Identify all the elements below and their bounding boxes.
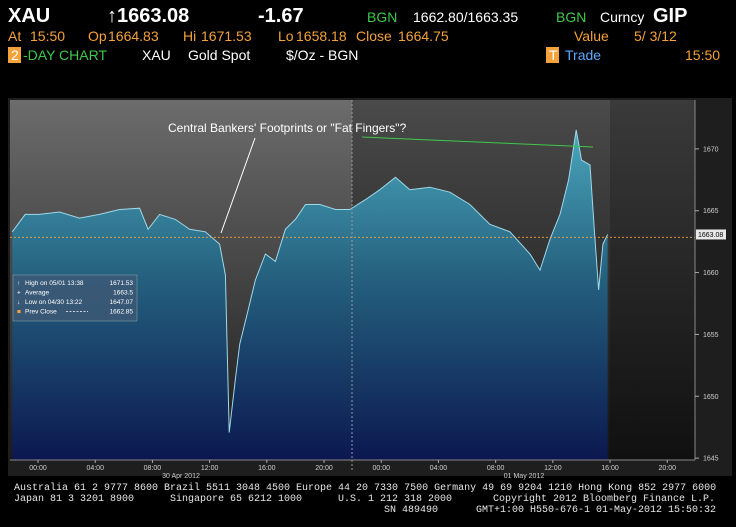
header: XAU ↑1663.08 -1.67 BGN 1662.80/1663.35 B… — [8, 5, 720, 63]
security-name: Gold Spot — [188, 47, 250, 63]
x-tick-label: 08:00 — [144, 465, 162, 472]
trade-key-label[interactable]: T — [549, 47, 558, 63]
bid-ask: 1662.80/1663.35 — [413, 9, 518, 25]
value: 1671.53 — [201, 28, 252, 44]
footer-text: Copyright 2012 Bloomberg Finance L.P. — [493, 493, 715, 505]
label: At — [8, 28, 21, 44]
x-tick-label: 04:00 — [430, 465, 448, 472]
market-sector: Curncy — [600, 9, 644, 25]
x-tick-label: 20:00 — [658, 465, 676, 472]
value: 1664.83 — [108, 28, 159, 44]
legend-label: Low on 04/30 13:22 — [25, 299, 82, 306]
footer-text: U.S. 1 212 318 2000 — [338, 494, 452, 505]
footer-text: GMT+1:00 H550-676-1 01-May-2012 15:50:32 — [476, 505, 716, 516]
legend-symbol: ↑ — [17, 280, 20, 287]
legend-label: Prev Close — [25, 309, 57, 316]
last-price-tag — [696, 229, 726, 240]
x-tick-label: 16:00 — [601, 465, 619, 472]
value: 1658.18 — [296, 28, 347, 44]
source: BGN — [556, 9, 586, 25]
y-tick-label: 1650 — [703, 394, 719, 401]
footer-text: Singapore 65 6212 1000 — [170, 493, 302, 505]
page-key[interactable] — [8, 47, 21, 63]
time: 15:50 — [685, 47, 720, 63]
y-tick-label: 1645 — [703, 456, 719, 463]
footer-text: SN 489490 — [384, 505, 438, 516]
unit: $/Oz - BGN — [286, 47, 358, 63]
legend-label: High on 05/01 13:38 — [25, 280, 84, 287]
page-title: -DAY CHART — [23, 47, 107, 63]
trade-button[interactable]: Trade — [565, 47, 601, 63]
net-change: -1.67 — [258, 5, 304, 27]
legend-value: 1647.07 — [110, 299, 134, 306]
function-key: GIP — [653, 5, 687, 27]
y-tick-label: 1670 — [703, 146, 719, 153]
page-number[interactable]: 2 — [11, 47, 19, 63]
value: 5/ 3/12 — [634, 28, 677, 44]
x-tick-label: 16:00 — [258, 465, 276, 472]
legend-symbol: ↓ — [17, 299, 20, 306]
x-tick-label: 08:00 — [487, 465, 505, 472]
legend-value: 1663.5 — [113, 290, 133, 297]
footer-text: Japan 81 3 3201 8900 — [14, 494, 134, 505]
annotation-pointer — [220, 137, 256, 234]
label: Close — [356, 28, 392, 44]
x-tick-label: 12:00 — [544, 465, 562, 472]
ticker: XAU — [142, 47, 171, 63]
date-label: 01 May 2012 — [504, 473, 545, 480]
value: 1664.75 — [398, 28, 449, 44]
label: Lo — [278, 28, 294, 44]
label: Value — [574, 28, 609, 44]
legend: ↑ High on 05/01 13:38 1671.53 + Average 1663.… — [12, 274, 138, 322]
plot-background — [610, 100, 695, 460]
annotation: Central Bankers' Footprints or "Fat Fing… — [168, 121, 407, 135]
source: BGN — [367, 9, 397, 25]
value: 15:50 — [30, 28, 65, 44]
legend-symbol: + — [17, 290, 21, 297]
ticker: XAU — [8, 5, 50, 27]
trade-key[interactable] — [546, 47, 559, 63]
legend-symbol: ■ — [17, 309, 21, 316]
x-tick-label: 04:00 — [86, 465, 104, 472]
x-tick-label: 20:00 — [315, 465, 333, 472]
area-fill — [12, 129, 608, 460]
last-price-label: 1663.08 — [698, 232, 723, 239]
last-price: ↑1663.08 — [107, 5, 189, 27]
x-tick-label: 00:00 — [372, 465, 390, 472]
label: Hi — [183, 28, 196, 44]
plot — [10, 129, 695, 460]
date-label: 30 Apr 2012 — [162, 473, 200, 480]
x-tick-label: 00:00 — [29, 465, 47, 472]
legend-value: 1671.53 — [110, 280, 134, 287]
y-tick-label: 1655 — [703, 332, 719, 339]
footer-text: Australia 61 2 9777 8600 Brazil 5511 304… — [14, 482, 716, 494]
y-tick-label: 1665 — [703, 208, 719, 215]
trend-line — [361, 136, 594, 148]
price-line — [11, 129, 609, 433]
x-tick-label: 12:00 — [201, 465, 219, 472]
legend-label: Average — [25, 290, 49, 297]
legend-value: 1662.85 — [110, 309, 134, 316]
y-tick-label: 1660 — [703, 270, 719, 277]
legend-box — [12, 274, 138, 322]
label: Op — [88, 28, 107, 44]
